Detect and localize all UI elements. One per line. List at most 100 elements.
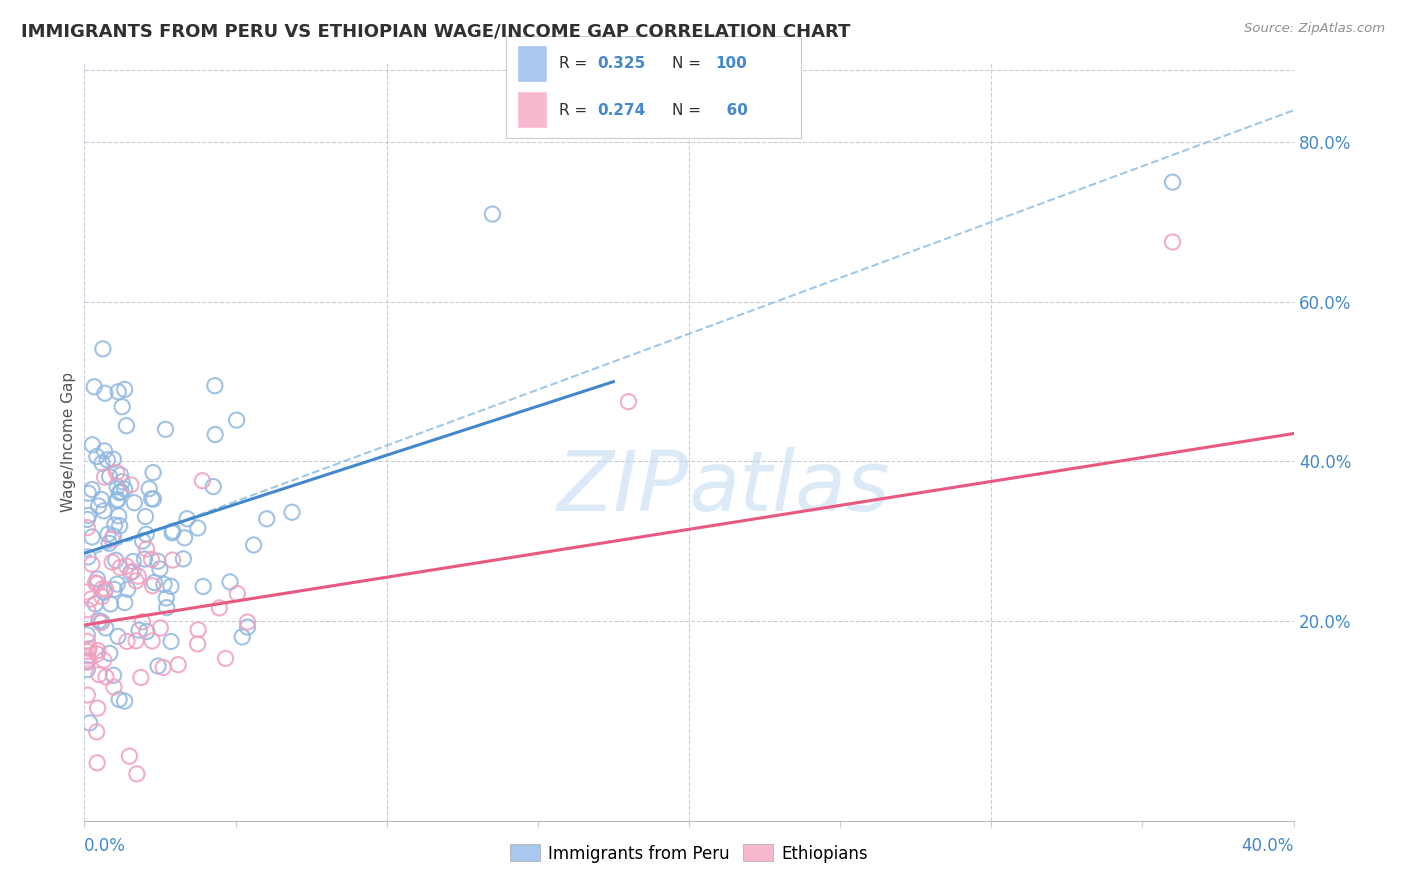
Point	[104, 553, 127, 567]
Point	[114, 694, 136, 708]
Point	[103, 680, 125, 694]
Point	[141, 491, 163, 506]
Point	[226, 586, 249, 600]
Point	[91, 615, 114, 629]
Point	[91, 582, 114, 596]
Point	[149, 562, 172, 576]
Point	[101, 555, 124, 569]
Point	[135, 527, 157, 541]
Point	[125, 574, 148, 588]
Point	[76, 512, 98, 526]
Point	[1161, 175, 1184, 189]
Point	[105, 494, 128, 508]
Point	[156, 600, 179, 615]
Point	[111, 400, 134, 414]
Point	[160, 525, 183, 540]
Point	[108, 485, 131, 500]
Point	[110, 484, 132, 499]
Point	[187, 637, 209, 651]
Point	[103, 529, 125, 543]
Point	[141, 579, 163, 593]
Point	[121, 565, 143, 579]
Point	[84, 575, 107, 590]
Point	[134, 509, 156, 524]
Point	[152, 660, 174, 674]
Bar	[517, 45, 547, 82]
Point	[138, 482, 160, 496]
Point	[86, 647, 108, 661]
Point	[231, 630, 253, 644]
Point	[105, 466, 128, 480]
Point	[86, 724, 108, 739]
Point	[77, 549, 100, 564]
Point	[135, 541, 157, 556]
Point	[256, 512, 278, 526]
Point	[115, 634, 138, 648]
Point	[94, 670, 117, 684]
Point	[176, 512, 198, 526]
Text: R =: R =	[560, 56, 592, 71]
Point	[617, 394, 640, 409]
Point	[76, 634, 98, 648]
Point	[87, 499, 110, 513]
Point	[76, 602, 98, 616]
Text: IMMIGRANTS FROM PERU VS ETHIOPIAN WAGE/INCOME GAP CORRELATION CHART: IMMIGRANTS FROM PERU VS ETHIOPIAN WAGE/I…	[21, 22, 851, 40]
Point	[208, 600, 231, 615]
Point	[117, 582, 139, 597]
Point	[105, 480, 128, 494]
Text: atlas: atlas	[689, 447, 890, 527]
Point	[94, 582, 117, 597]
Point	[87, 667, 110, 681]
Point	[91, 342, 114, 356]
Point	[83, 380, 105, 394]
Point	[153, 577, 176, 591]
Point	[86, 701, 108, 715]
Point	[141, 552, 163, 566]
Point	[110, 560, 132, 574]
Text: N =: N =	[672, 56, 706, 71]
Bar	[517, 92, 547, 128]
Y-axis label: Wage/Income Gap: Wage/Income Gap	[60, 371, 76, 512]
Point	[219, 574, 242, 589]
Point	[114, 383, 136, 397]
Point	[107, 492, 129, 507]
Point	[80, 592, 103, 607]
Point	[173, 531, 195, 545]
Point	[77, 486, 100, 500]
Point	[87, 614, 110, 628]
Text: ZIP: ZIP	[557, 447, 689, 527]
Text: 100: 100	[716, 56, 748, 71]
Point	[142, 491, 165, 506]
Point	[100, 532, 122, 546]
Point	[187, 521, 209, 535]
Text: 40.0%: 40.0%	[1241, 837, 1294, 855]
Point	[111, 475, 134, 489]
Point	[86, 576, 108, 591]
Point	[118, 749, 141, 764]
Point	[143, 575, 166, 590]
Point	[131, 534, 153, 549]
Point	[236, 615, 259, 629]
Text: Source: ZipAtlas.com: Source: ZipAtlas.com	[1244, 22, 1385, 36]
Point	[110, 467, 132, 482]
Point	[142, 466, 165, 480]
Point	[191, 579, 214, 593]
Point	[162, 553, 184, 567]
Point	[98, 469, 121, 483]
Point	[1161, 235, 1184, 249]
Point	[97, 527, 120, 541]
Point	[214, 651, 236, 665]
Point	[125, 633, 148, 648]
Point	[107, 508, 129, 523]
Point	[82, 438, 104, 452]
Point	[104, 518, 127, 533]
Point	[155, 422, 177, 436]
Point	[202, 479, 225, 493]
Point	[114, 482, 136, 496]
Point	[124, 496, 146, 510]
Point	[146, 554, 169, 568]
Point	[100, 597, 122, 611]
Point	[76, 655, 98, 669]
Point	[103, 582, 125, 597]
Point	[76, 663, 98, 677]
